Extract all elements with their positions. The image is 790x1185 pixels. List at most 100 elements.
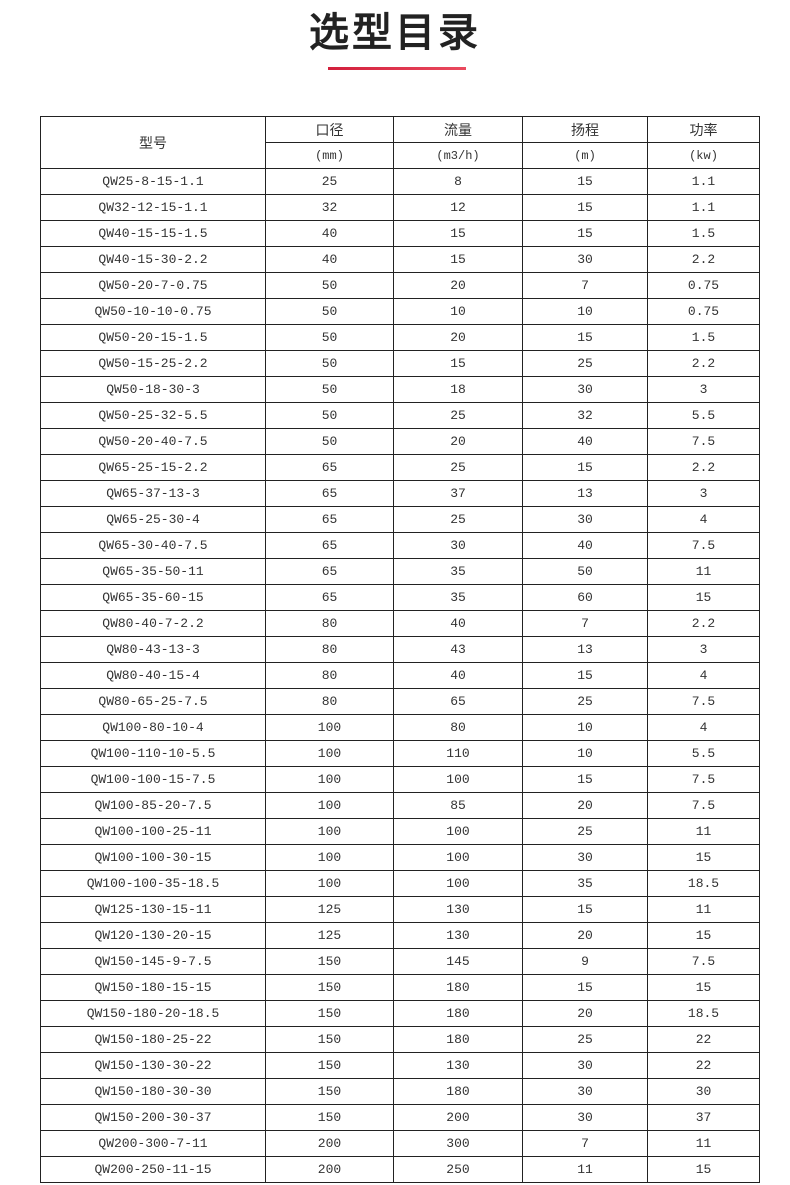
cell-model: QW100-100-15-7.5 (40, 766, 266, 793)
cell-flow: 12 (393, 194, 523, 221)
cell-flow: 100 (393, 844, 523, 871)
cell-model: QW80-43-13-3 (40, 636, 266, 663)
cell-diameter: 65 (265, 506, 394, 533)
cell-head: 13 (522, 636, 648, 663)
cell-power: 1.1 (647, 168, 760, 195)
table-row: QW50-20-7-0.75 50 20 7 0.75 (40, 272, 760, 299)
cell-diameter: 200 (265, 1130, 394, 1157)
cell-model: QW80-40-7-2.2 (40, 610, 266, 637)
cell-flow: 85 (393, 792, 523, 819)
cell-model: QW150-180-20-18.5 (40, 1000, 266, 1027)
cell-power: 11 (647, 1130, 760, 1157)
cell-head: 10 (522, 298, 648, 325)
cell-diameter: 50 (265, 350, 394, 377)
cell-model: QW65-25-15-2.2 (40, 454, 266, 481)
cell-model: QW40-15-15-1.5 (40, 220, 266, 247)
cell-power: 7.5 (647, 766, 760, 793)
cell-diameter: 65 (265, 454, 394, 481)
cell-head: 32 (522, 402, 648, 429)
cell-flow: 15 (393, 246, 523, 273)
table-row: QW150-180-20-18.5 150 180 20 18.5 (40, 1000, 760, 1027)
cell-power: 1.5 (647, 220, 760, 247)
cell-power: 7.5 (647, 428, 760, 455)
cell-head: 20 (522, 792, 648, 819)
cell-model: QW50-20-7-0.75 (40, 272, 266, 299)
cell-power: 15 (647, 584, 760, 611)
table-row: QW125-130-15-11 125 130 15 11 (40, 896, 760, 923)
table-row: QW65-37-13-3 65 37 13 3 (40, 480, 760, 507)
unit-power: (kw) (647, 142, 760, 169)
cell-power: 3 (647, 376, 760, 403)
cell-power: 15 (647, 1156, 760, 1183)
cell-head: 15 (522, 766, 648, 793)
cell-head: 40 (522, 532, 648, 559)
cell-head: 30 (522, 1078, 648, 1105)
table-row: QW65-25-15-2.2 65 25 15 2.2 (40, 454, 760, 481)
cell-diameter: 150 (265, 1104, 394, 1131)
cell-diameter: 50 (265, 324, 394, 351)
table-row: QW100-100-15-7.5 100 100 15 7.5 (40, 766, 760, 793)
cell-diameter: 65 (265, 480, 394, 507)
cell-model: QW25-8-15-1.1 (40, 168, 266, 195)
cell-flow: 43 (393, 636, 523, 663)
table-row: QW150-130-30-22 150 130 30 22 (40, 1052, 760, 1079)
cell-flow: 25 (393, 506, 523, 533)
table-row: QW100-85-20-7.5 100 85 20 7.5 (40, 792, 760, 819)
cell-head: 11 (522, 1156, 648, 1183)
table-row: QW50-20-40-7.5 50 20 40 7.5 (40, 428, 760, 455)
cell-power: 22 (647, 1026, 760, 1053)
cell-model: QW100-100-35-18.5 (40, 870, 266, 897)
cell-model: QW50-15-25-2.2 (40, 350, 266, 377)
cell-diameter: 65 (265, 558, 394, 585)
cell-flow: 20 (393, 428, 523, 455)
cell-power: 2.2 (647, 350, 760, 377)
cell-head: 15 (522, 168, 648, 195)
cell-flow: 130 (393, 922, 523, 949)
cell-model: QW150-180-15-15 (40, 974, 266, 1001)
table-row: QW50-15-25-2.2 50 15 25 2.2 (40, 350, 760, 377)
cell-power: 4 (647, 662, 760, 689)
units-row: (mm) (m3/h) (m) (kw) (41, 142, 760, 169)
cell-model: QW150-180-25-22 (40, 1026, 266, 1053)
cell-flow: 35 (393, 584, 523, 611)
cell-flow: 20 (393, 272, 523, 299)
cell-model: QW200-250-11-15 (40, 1156, 266, 1183)
cell-power: 0.75 (647, 298, 760, 325)
table-row: QW80-40-7-2.2 80 40 7 2.2 (40, 610, 760, 637)
cell-model: QW65-37-13-3 (40, 480, 266, 507)
cell-flow: 18 (393, 376, 523, 403)
cell-flow: 180 (393, 1000, 523, 1027)
cell-diameter: 125 (265, 896, 394, 923)
cell-power: 7.5 (647, 688, 760, 715)
table-row: QW100-100-25-11 100 100 25 11 (40, 818, 760, 845)
table-row: QW80-43-13-3 80 43 13 3 (40, 636, 760, 663)
cell-head: 15 (522, 220, 648, 247)
cell-head: 60 (522, 584, 648, 611)
cell-diameter: 100 (265, 844, 394, 871)
table-row: QW65-30-40-7.5 65 30 40 7.5 (40, 532, 760, 559)
cell-head: 40 (522, 428, 648, 455)
table-row: QW65-35-50-11 65 35 50 11 (40, 558, 760, 585)
table-row: QW150-180-25-22 150 180 25 22 (40, 1026, 760, 1053)
table-row: QW80-40-15-4 80 40 15 4 (40, 662, 760, 689)
cell-power: 11 (647, 558, 760, 585)
cell-flow: 110 (393, 740, 523, 767)
cell-diameter: 150 (265, 1052, 394, 1079)
cell-power: 5.5 (647, 402, 760, 429)
cell-power: 1.5 (647, 324, 760, 351)
page-title: 选型目录 (309, 10, 481, 56)
cell-model: QW32-12-15-1.1 (40, 194, 266, 221)
cell-power: 11 (647, 818, 760, 845)
cell-diameter: 25 (265, 168, 394, 195)
cell-head: 25 (522, 1026, 648, 1053)
cell-diameter: 150 (265, 1026, 394, 1053)
cell-power: 30 (647, 1078, 760, 1105)
cell-power: 7.5 (647, 792, 760, 819)
cell-power: 2.2 (647, 610, 760, 637)
cell-diameter: 100 (265, 766, 394, 793)
table-row: QW50-20-15-1.5 50 20 15 1.5 (40, 324, 760, 351)
table-row: QW100-100-30-15 100 100 30 15 (40, 844, 760, 871)
cell-head: 15 (522, 454, 648, 481)
table-row: QW150-180-15-15 150 180 15 15 (40, 974, 760, 1001)
cell-flow: 65 (393, 688, 523, 715)
